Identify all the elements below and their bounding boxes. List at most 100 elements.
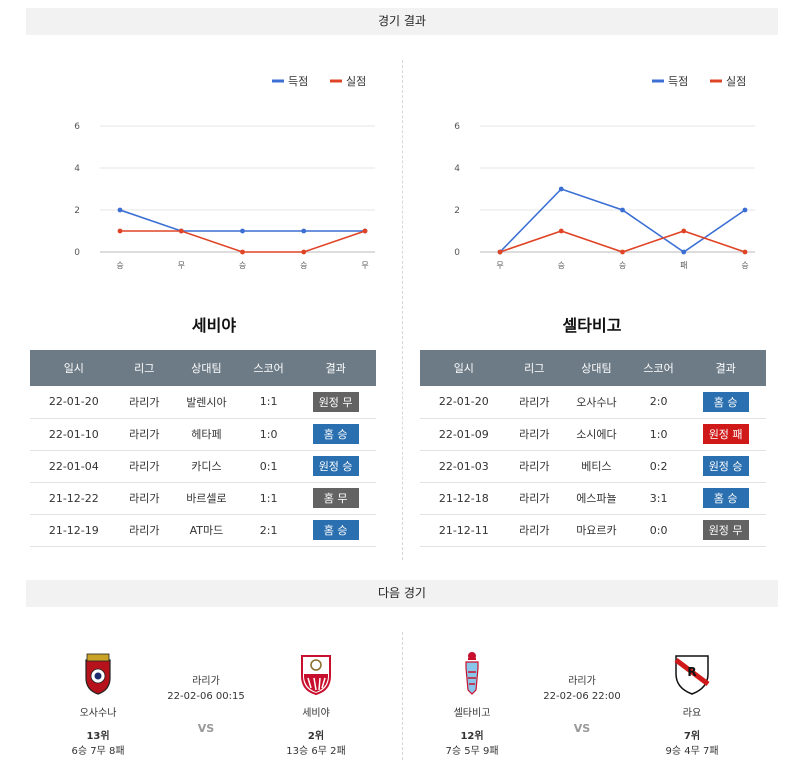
- cell-league: 라리가: [507, 418, 561, 451]
- cell-date: 22-01-10: [30, 418, 118, 451]
- cell-opponent: 헤타페: [170, 418, 242, 451]
- table-row: 21-12-18 라리가 에스파뇰 3:1 홈 승: [420, 482, 766, 515]
- team-name: 오사수나: [79, 708, 117, 719]
- team-sevilla[interactable]: 세비야 2위 13승 6무 2패: [276, 650, 356, 757]
- y-tick-label: 4: [74, 164, 80, 174]
- col-result: 결과: [685, 350, 766, 386]
- y-tick-label: 0: [74, 248, 80, 258]
- legend-label-scored: 득점: [668, 75, 688, 88]
- y-tick-label: 2: [74, 206, 80, 216]
- table-row: 21-12-19 라리가 AT마드 2:1 홈 승: [30, 514, 376, 547]
- x-tick-label: 무: [361, 261, 368, 270]
- team-rank: 2위: [307, 731, 325, 742]
- col-score: 스코어: [631, 350, 686, 386]
- col-score: 스코어: [241, 350, 296, 386]
- data-point: [558, 228, 564, 234]
- col-opponent: 상대팀: [170, 350, 242, 386]
- next-divider: [402, 632, 403, 760]
- cell-opponent: 소시에다: [560, 418, 632, 451]
- x-tick-label: 승: [239, 261, 246, 270]
- results-section-header: 경기 결과: [26, 8, 778, 35]
- cell-result: 홈 승: [295, 514, 376, 547]
- x-tick-label: 패: [680, 260, 687, 270]
- result-badge: 홈 승: [702, 391, 749, 412]
- cell-score: 2:0: [631, 386, 686, 419]
- data-point: [301, 228, 307, 234]
- team-osasuna[interactable]: 오사수나 13위 6승 7무 8패: [58, 650, 138, 757]
- sevilla-logo: [301, 655, 331, 696]
- col-league: 리그: [507, 350, 561, 386]
- x-tick-label: 승: [558, 261, 565, 270]
- y-tick-label: 2: [454, 206, 460, 216]
- col-date: 일시: [30, 350, 118, 386]
- cell-result: 원정 승: [685, 450, 766, 483]
- y-tick-label: 6: [74, 122, 80, 132]
- team-name: 세비야: [302, 708, 330, 719]
- cell-opponent: AT마드: [170, 514, 242, 547]
- data-point: [558, 186, 564, 192]
- y-tick-label: 4: [454, 164, 460, 174]
- cell-league: 라리가: [507, 482, 561, 515]
- cell-opponent: 카디스: [170, 450, 242, 483]
- cell-league: 라리가: [507, 386, 561, 419]
- data-point: [240, 249, 245, 255]
- table-row: 22-01-09 라리가 소시에다 1:0 원정 패: [420, 418, 766, 451]
- team-record: 7승 5무 9패: [445, 746, 499, 757]
- cell-score: 2:1: [241, 514, 296, 547]
- data-point: [497, 249, 503, 255]
- x-tick-label: 승: [619, 261, 626, 270]
- col-opponent: 상대팀: [560, 350, 632, 386]
- team-name: 셀타비고: [453, 708, 491, 719]
- match-league: 라리가: [568, 676, 596, 687]
- col-date: 일시: [420, 350, 508, 386]
- cell-score: 1:0: [631, 418, 686, 451]
- cell-score: 1:1: [241, 482, 296, 515]
- cell-league: 라리가: [507, 450, 561, 483]
- data-point: [620, 249, 625, 255]
- osasuna-logo: [85, 653, 111, 695]
- table-header-row: 일시 리그 상대팀 스코어 결과: [420, 350, 766, 386]
- cell-date: 22-01-04: [30, 450, 118, 483]
- cell-league: 라리가: [117, 418, 171, 451]
- cell-date: 22-01-03: [420, 450, 508, 483]
- team-celta[interactable]: 셀타비고 12위 7승 5무 9패: [432, 650, 512, 757]
- cell-score: 3:1: [631, 482, 686, 515]
- result-badge: 홈 승: [312, 424, 359, 444]
- x-tick-label: 승: [741, 261, 748, 270]
- series-line-conceded: [120, 230, 366, 253]
- cell-date: 22-01-20: [30, 386, 118, 419]
- svg-text:R: R: [687, 665, 696, 679]
- cell-date: 22-01-20: [420, 386, 508, 419]
- data-point: [681, 228, 687, 234]
- team-title-celta: 셀타비고: [562, 316, 622, 335]
- results-table-celta: 일시 리그 상대팀 스코어 결과 22-01-20 라리가 오사수나 2:0 홈 승 22…: [420, 350, 766, 547]
- team-rank: 13위: [86, 731, 110, 742]
- cell-opponent: 베티스: [560, 450, 632, 483]
- cell-league: 라리가: [117, 514, 171, 547]
- y-tick-label: 6: [454, 122, 460, 132]
- x-tick-label: 승: [116, 261, 123, 270]
- team-rayo[interactable]: R 라요 7위 9승 4무 7패: [652, 650, 732, 757]
- data-point: [620, 207, 625, 213]
- table-row: 21-12-22 라리가 바르셀로 1:1 홈 무: [30, 482, 376, 515]
- series-line-conceded: [499, 230, 746, 253]
- cell-opponent: 발렌시아: [170, 386, 242, 419]
- series-line-scored: [119, 209, 365, 232]
- data-point: [240, 228, 245, 234]
- chart-celta: 0 2 4 6 무 승 승 패 승 득점 실점: [420, 60, 780, 280]
- cell-date: 21-12-19: [30, 514, 118, 547]
- cell-result: 원정 승: [295, 450, 376, 483]
- cell-league: 라리가: [117, 386, 171, 419]
- cell-opponent: 바르셀로: [170, 482, 242, 515]
- result-badge: 원정 무: [702, 520, 749, 540]
- celta-logo: [465, 652, 479, 695]
- table-row: 22-01-03 라리가 베티스 0:2 원정 승: [420, 450, 766, 483]
- data-point: [742, 207, 748, 213]
- cell-score: 0:0: [631, 514, 686, 547]
- results-divider: [402, 60, 403, 560]
- team-record: 13승 6무 2패: [286, 746, 346, 757]
- table-body: 22-01-20 라리가 오사수나 2:0 홈 승 22-01-09 라리가 소시에다 1:0 원…: [420, 386, 766, 547]
- rayo-logo: R: [674, 655, 710, 695]
- cell-result: 원정 패: [685, 418, 766, 451]
- cell-date: 22-01-09: [420, 418, 508, 451]
